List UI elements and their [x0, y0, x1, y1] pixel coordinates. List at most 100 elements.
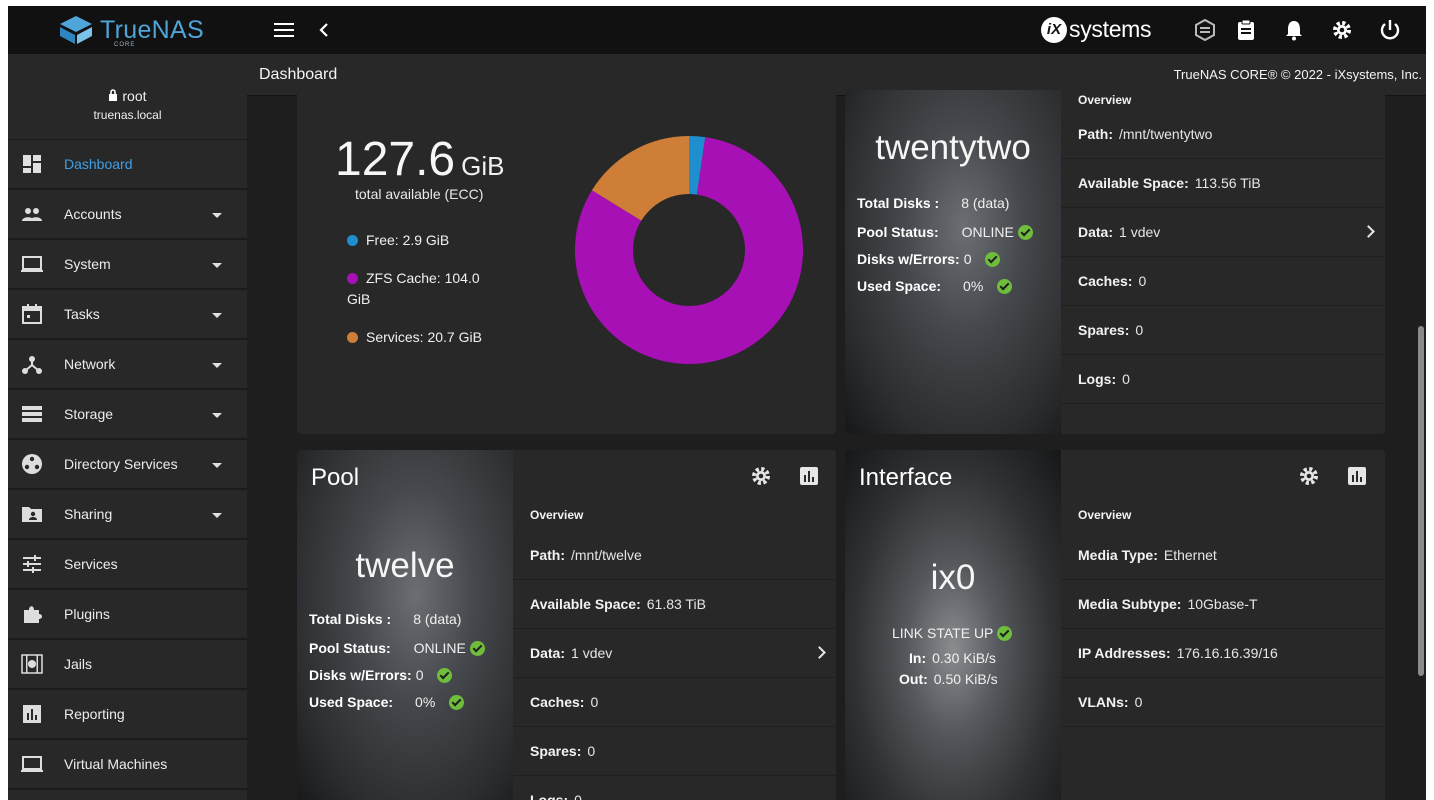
overview-key: Path: [1078, 126, 1113, 142]
memory-card: 127.6 GiB total available (ECC) Free: 2.… [297, 90, 836, 434]
overview-row-caches: Caches: 0 [1061, 257, 1385, 306]
expand-caret-icon[interactable] [212, 213, 222, 218]
sidebar-item-label: Accounts [64, 206, 122, 222]
alerts-button[interactable] [1282, 18, 1306, 42]
expand-caret-icon[interactable] [212, 263, 222, 268]
disks-errors-value: 0 [415, 667, 424, 683]
overview-value: 0 [1134, 694, 1143, 710]
memory-total-unit: GiB [461, 151, 505, 181]
reporting-icon [23, 705, 41, 723]
memory-donut-chart [575, 136, 803, 364]
slice-zfs-cache[interactable] [575, 137, 803, 364]
bar-chart-icon[interactable] [1346, 465, 1368, 487]
overview-row-data[interactable]: Data: 1 vdev [1061, 208, 1385, 257]
overview-key: Available Space: [1078, 175, 1189, 191]
system-icon [21, 256, 43, 272]
overview-key: Media Subtype: [1078, 596, 1182, 612]
sidebar-item-network[interactable]: Network [8, 340, 247, 390]
sidebar-item-tasks[interactable]: Tasks [8, 290, 247, 340]
menu-toggle-button[interactable] [272, 18, 296, 42]
power-button[interactable] [1378, 18, 1402, 42]
gear-icon[interactable] [1298, 465, 1320, 487]
overview-row-vlans: VLANs: 0 [1061, 678, 1385, 727]
slice-services[interactable] [591, 136, 689, 221]
sidebar-item-sharing[interactable]: Sharing [8, 490, 247, 540]
legend-item-zfs-cache: ZFS Cache: 104.0 GiB [347, 268, 497, 310]
sidebar-item-dashboard[interactable]: Dashboard [8, 140, 247, 190]
sidebar-item-label: Reporting [64, 706, 125, 722]
top-bar: TrueNAS CORE iX systems [8, 6, 1426, 54]
sidebar-item-label: Directory Services [64, 456, 178, 472]
overview-row-available-space: Available Space: 113.56 TiB [1061, 159, 1385, 208]
sidebar-item-plugins[interactable]: Plugins [8, 590, 247, 640]
sidebar-item-virtual-machines[interactable]: Virtual Machines [8, 740, 247, 790]
used-space-label: Used Space: [309, 694, 394, 710]
overview-key: Logs: [530, 792, 569, 800]
ixsystems-logo[interactable]: iX systems [1041, 16, 1152, 43]
traffic-in-value: 0.30 KiB/s [932, 650, 996, 666]
total-disks-label: Total Disks : [309, 611, 392, 627]
sidebar-item-directory-services[interactable]: Directory Services [8, 440, 247, 490]
legend-label-zfs-cache: ZFS Cache: 104.0 GiB [347, 270, 480, 307]
overview-key: Data: [530, 645, 566, 661]
sidebar-item-accounts[interactable]: Accounts [8, 190, 247, 240]
interface-name: ix0 [930, 558, 976, 597]
truecommand-button[interactable] [1193, 18, 1217, 42]
pool-status-label: Pool Status: [309, 640, 391, 656]
expand-caret-icon[interactable] [212, 463, 222, 468]
bar-chart-icon[interactable] [798, 465, 820, 487]
sidebar-item-label: Storage [64, 406, 114, 422]
check-circle-icon [436, 667, 452, 683]
pool-status-value: ONLINE [961, 224, 1014, 240]
disks-errors-label: Disks w/Errors: [857, 251, 960, 267]
sidebar-item-reporting[interactable]: Reporting [8, 690, 247, 740]
truenas-logo[interactable]: TrueNAS CORE [58, 15, 204, 48]
traffic-out-value: 0.50 KiB/s [933, 671, 998, 687]
chevron-right-icon[interactable] [1362, 225, 1375, 238]
expand-caret-icon[interactable] [212, 313, 222, 318]
expand-caret-icon[interactable] [212, 513, 222, 518]
page-scrollbar[interactable] [1418, 326, 1424, 676]
sidebar-item-storage[interactable]: Storage [8, 390, 247, 440]
directory-services-icon [22, 454, 42, 474]
sidebar-item-label: Plugins [64, 606, 110, 622]
expand-caret-icon[interactable] [212, 363, 222, 368]
legend-dot-zfs-cache [347, 273, 358, 284]
gear-icon[interactable] [750, 465, 772, 487]
memory-total: 127.6 GiB [335, 132, 504, 187]
overview-value: Ethernet [1163, 547, 1217, 563]
page-title: Dashboard [259, 66, 338, 83]
ethernet-cable-photo [845, 450, 1061, 800]
sidebar-item-services[interactable]: Services [8, 540, 247, 590]
clipboard-icon [1238, 19, 1254, 40]
overview-value: 10Gbase-T [1187, 596, 1258, 612]
pool-status-label: Pool Status: [857, 224, 939, 240]
overview-row-ip-addresses: IP Addresses: 176.16.16.39/16 [1061, 629, 1385, 678]
username: root [122, 88, 147, 104]
total-disks-value: 8 (data) [961, 195, 1010, 211]
chevron-right-icon[interactable] [813, 646, 826, 659]
disks-errors-value: 0 [963, 251, 972, 267]
overview-value: 0 [1135, 322, 1144, 338]
overview-title: Overview [1078, 508, 1132, 522]
overview-value: 0 [587, 743, 596, 759]
expand-caret-icon[interactable] [212, 413, 222, 418]
sidebar-item-jails[interactable]: Jails [8, 640, 247, 690]
overview-row-data[interactable]: Data: 1 vdev [513, 629, 836, 678]
logo-subtext: CORE [114, 42, 136, 48]
slice-free[interactable] [689, 136, 706, 195]
gear-icon [1333, 21, 1351, 39]
overview-value: 113.56 TiB [1194, 175, 1261, 191]
user-block: root truenas.local [8, 54, 247, 140]
total-disks-value: 8 (data) [413, 611, 462, 627]
sidebar-item-system[interactable]: System [8, 240, 247, 290]
overview-key: Caches: [1078, 273, 1133, 289]
task-manager-button[interactable] [1234, 18, 1258, 42]
disks-errors: Disks w/Errors: 0 [857, 251, 1000, 267]
user-line: root [8, 88, 247, 104]
settings-button[interactable] [1330, 18, 1354, 42]
check-circle-icon [469, 640, 485, 656]
virtual-machines-icon [21, 756, 43, 772]
legend-dot-services [347, 332, 358, 343]
collapse-sidebar-button[interactable] [312, 18, 336, 42]
